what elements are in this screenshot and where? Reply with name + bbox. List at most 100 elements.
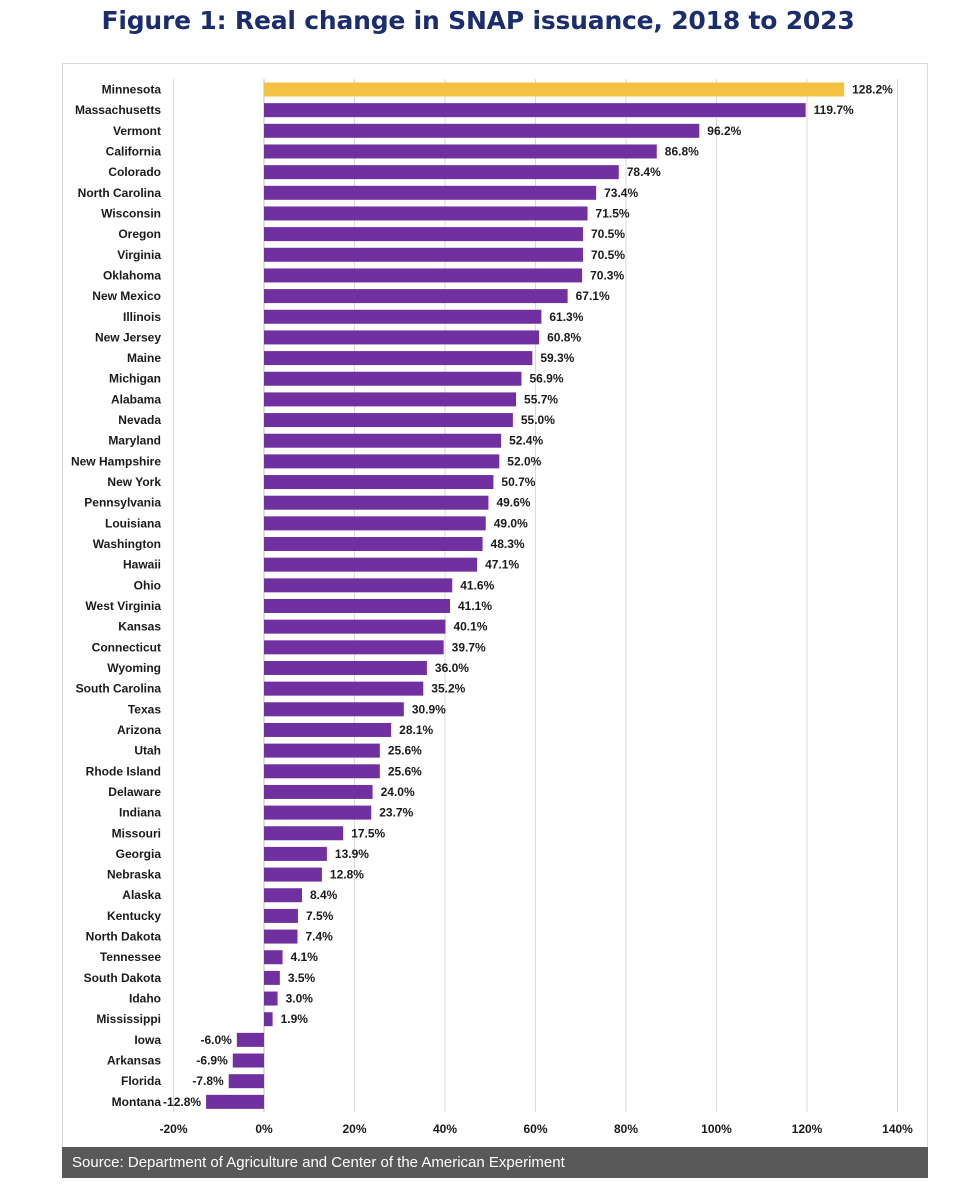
category-label: Ohio <box>134 578 161 592</box>
bar <box>264 185 597 200</box>
data-label: 56.9% <box>529 372 563 386</box>
bar <box>264 867 322 882</box>
bar <box>264 392 517 407</box>
category-label: Virginia <box>117 248 161 262</box>
bar <box>264 681 424 696</box>
category-label: Alabama <box>111 392 161 406</box>
category-label: Hawaii <box>123 558 161 572</box>
category-label: Iowa <box>134 1033 161 1047</box>
x-tick-label: 100% <box>701 1122 732 1136</box>
bar <box>264 929 298 944</box>
bar <box>264 206 588 221</box>
bar <box>264 888 303 903</box>
category-label: Georgia <box>116 847 162 861</box>
data-label: -12.8% <box>163 1095 201 1109</box>
x-tick-label: 0% <box>255 1122 273 1136</box>
data-label: 119.7% <box>814 103 854 117</box>
category-label: New Hampshire <box>71 454 161 468</box>
data-label: 50.7% <box>501 475 535 489</box>
data-label: 23.7% <box>379 806 413 820</box>
bar <box>264 475 494 490</box>
data-label: 61.3% <box>549 310 583 324</box>
category-label: New Mexico <box>92 289 161 303</box>
data-label: 41.1% <box>458 599 492 613</box>
category-label: New Jersey <box>95 330 161 344</box>
x-tick-label: 140% <box>882 1122 913 1136</box>
data-label: 36.0% <box>435 661 469 675</box>
bar <box>264 578 453 593</box>
x-tick-label: 40% <box>433 1122 457 1136</box>
bar <box>264 330 540 345</box>
category-label: Montana <box>112 1095 162 1109</box>
bar <box>264 743 380 758</box>
data-label: 52.4% <box>509 434 543 448</box>
data-label: -6.9% <box>196 1054 228 1068</box>
data-label: 17.5% <box>351 826 385 840</box>
bar <box>264 846 327 861</box>
data-label: 3.5% <box>288 971 316 985</box>
category-label: Massachusetts <box>75 103 161 117</box>
category-label: Mississippi <box>96 1012 161 1026</box>
bar <box>264 371 522 386</box>
category-label: Arkansas <box>107 1054 161 1068</box>
data-label: 8.4% <box>310 888 338 902</box>
data-label: 24.0% <box>381 785 415 799</box>
category-label: Tennessee <box>100 950 161 964</box>
category-label: Oklahoma <box>103 268 161 282</box>
data-label: 73.4% <box>604 186 638 200</box>
category-label: Alaska <box>122 888 161 902</box>
data-label: 7.4% <box>305 930 333 944</box>
category-label: South Dakota <box>84 971 162 985</box>
bar <box>264 268 583 283</box>
data-label: 55.7% <box>524 392 558 406</box>
bar <box>264 805 372 820</box>
chart-frame <box>62 63 928 1148</box>
x-tick-label: 60% <box>523 1122 547 1136</box>
data-label: 52.0% <box>507 454 541 468</box>
data-label: -7.8% <box>192 1074 224 1088</box>
category-label: Connecticut <box>92 640 161 654</box>
bar <box>264 454 500 469</box>
x-tick-label: 80% <box>614 1122 638 1136</box>
data-label: 49.0% <box>494 516 528 530</box>
bar <box>264 991 278 1006</box>
bar <box>264 495 489 510</box>
bar <box>264 289 568 304</box>
data-label: 70.5% <box>591 227 625 241</box>
bar <box>264 826 344 841</box>
x-tick-label: 120% <box>792 1122 823 1136</box>
category-label: Texas <box>128 702 161 716</box>
bar <box>264 557 478 572</box>
data-label: 47.1% <box>485 558 519 572</box>
bar <box>264 309 542 324</box>
data-label: 55.0% <box>521 413 555 427</box>
data-label: 3.0% <box>286 992 314 1006</box>
data-label: 48.3% <box>491 537 525 551</box>
data-label: 30.9% <box>412 702 446 716</box>
labels: Minnesota 128.2% Massachusetts 119.7% Vermon… <box>71 83 893 1109</box>
category-label: California <box>106 144 162 158</box>
bar <box>264 165 619 180</box>
category-label: Oregon <box>118 227 161 241</box>
bar <box>264 247 584 262</box>
data-label: 86.8% <box>665 144 699 158</box>
data-label: 35.2% <box>431 682 465 696</box>
bar <box>264 1012 273 1027</box>
bar <box>264 537 483 552</box>
source-footer: Source: Department of Agriculture and Ce… <box>62 1147 928 1178</box>
category-label: North Carolina <box>78 186 162 200</box>
category-label: Delaware <box>108 785 161 799</box>
data-label: 13.9% <box>335 847 369 861</box>
bar <box>264 640 444 655</box>
bar <box>264 144 657 159</box>
bar <box>228 1074 264 1089</box>
data-label: 1.9% <box>281 1012 309 1026</box>
bar <box>264 103 806 118</box>
category-label: Wisconsin <box>101 206 161 220</box>
bar <box>206 1094 264 1109</box>
category-label: Colorado <box>108 165 161 179</box>
bar <box>264 784 373 799</box>
category-label: Michigan <box>109 372 161 386</box>
category-label: South Carolina <box>76 682 162 696</box>
data-label: 28.1% <box>399 723 433 737</box>
